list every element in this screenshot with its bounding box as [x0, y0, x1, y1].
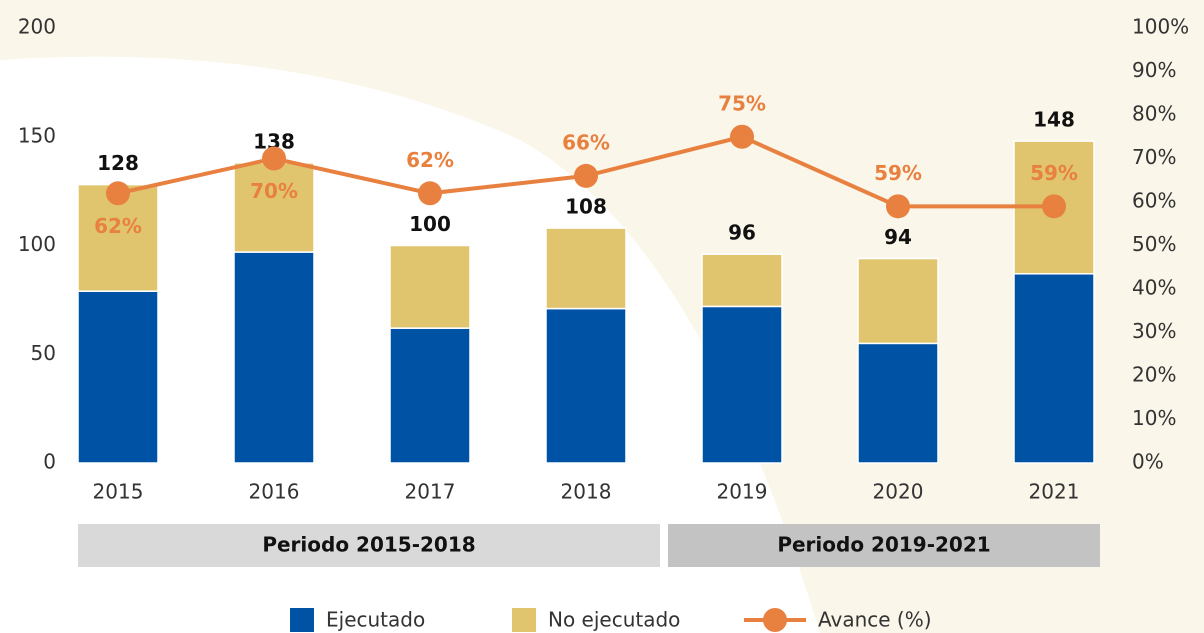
value-label: 59%: [874, 161, 922, 185]
line-point: [730, 124, 754, 149]
bar-segment: [545, 227, 627, 310]
y2-tick-label: 0%: [1132, 450, 1164, 474]
y2-tick-label: 10%: [1132, 406, 1176, 430]
value-label: 70%: [250, 179, 298, 203]
value-label: 75%: [718, 91, 766, 115]
bar-segment: [701, 253, 783, 308]
legend-label: Avance (%): [818, 608, 932, 632]
y2-tick-label: 20%: [1132, 363, 1176, 387]
x-tick-label: 2016: [249, 480, 300, 504]
bar-segment: [857, 342, 939, 464]
y-tick-label: 100: [18, 232, 56, 256]
bar-segment: [233, 251, 315, 464]
bar-segment: [1013, 273, 1095, 464]
line-point: [418, 181, 442, 206]
legend-swatch: [512, 608, 536, 632]
line-point: [886, 194, 910, 219]
legend-label: Ejecutado: [326, 608, 425, 632]
period-band: [668, 524, 1100, 567]
bar-segment: [389, 327, 471, 464]
legend-swatch: [290, 608, 314, 632]
legend-point: [763, 608, 787, 632]
bar-segment: [857, 257, 939, 345]
x-tick-label: 2020: [873, 480, 924, 504]
x-tick-label: 2017: [405, 480, 456, 504]
line-point: [1042, 194, 1066, 219]
bar-segment: [77, 290, 159, 464]
y2-tick-label: 30%: [1132, 319, 1176, 343]
total-label: 94: [884, 225, 912, 249]
value-label: 62%: [94, 214, 142, 238]
y2-tick-label: 60%: [1132, 189, 1176, 213]
y-tick-label: 150: [18, 123, 56, 147]
total-label: 96: [728, 221, 756, 245]
period-label: Periodo 2015-2018: [262, 533, 475, 557]
x-tick-label: 2021: [1029, 480, 1080, 504]
y2-tick-label: 100%: [1132, 15, 1189, 39]
y2-tick-label: 70%: [1132, 145, 1176, 169]
line-point: [262, 146, 286, 171]
y2-tick-label: 80%: [1132, 102, 1176, 126]
total-label: 148: [1033, 108, 1075, 132]
y-tick-label: 0: [43, 450, 56, 474]
period-band: [78, 524, 660, 567]
bar-segment: [233, 162, 315, 253]
total-label: 128: [97, 151, 139, 175]
x-tick-label: 2019: [717, 480, 768, 504]
line-point: [106, 181, 130, 206]
value-label: 62%: [406, 148, 454, 172]
y-tick-label: 50: [31, 341, 56, 365]
value-label: 66%: [562, 130, 610, 154]
total-label: 100: [409, 212, 451, 236]
line-point: [574, 163, 598, 188]
bar-segment: [701, 305, 783, 464]
bar-segment: [389, 244, 471, 329]
y-tick-label: 200: [18, 15, 56, 39]
y2-tick-label: 40%: [1132, 276, 1176, 300]
value-label: 59%: [1030, 161, 1078, 185]
x-tick-label: 2018: [561, 480, 612, 504]
legend-label: No ejecutado: [548, 608, 680, 632]
y2-tick-label: 90%: [1132, 58, 1176, 82]
y2-tick-label: 50%: [1132, 232, 1176, 256]
x-tick-label: 2015: [93, 480, 144, 504]
period-label: Periodo 2019-2021: [777, 533, 990, 557]
bar-segment: [545, 307, 627, 464]
total-label: 108: [565, 195, 607, 219]
